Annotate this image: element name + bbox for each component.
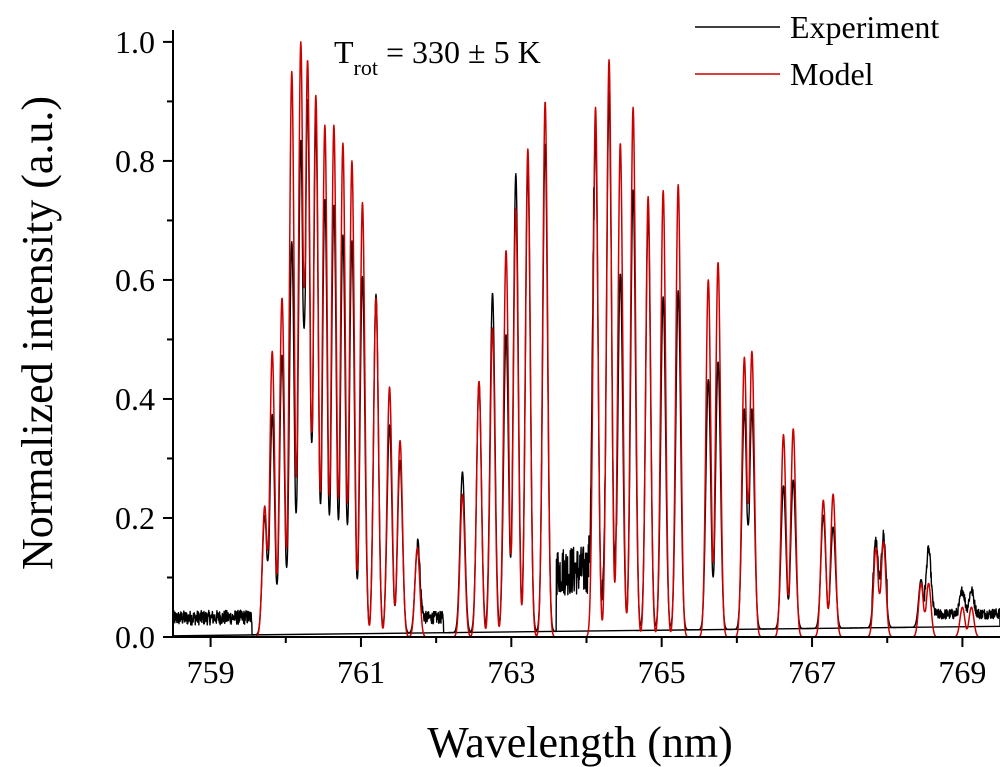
y-tick-label: 0.2: [115, 500, 155, 536]
legend-label-model: Model: [790, 56, 874, 92]
y-tick-label: 0.4: [115, 381, 155, 417]
annotation-main: T: [334, 34, 354, 70]
y-axis-label: Normalized intensity (a.u.): [13, 96, 62, 570]
annotation-sub: rot: [354, 55, 378, 80]
temperature-annotation: Trot = 330 ± 5 K: [334, 34, 541, 80]
y-tick-label: 1.0: [115, 24, 155, 60]
y-tick-label: 0.0: [115, 619, 155, 655]
x-tick-label: 769: [938, 654, 986, 690]
series-line-experiment: [173, 90, 1000, 636]
annotation-rest: = 330 ± 5 K: [378, 34, 541, 70]
x-tick-label: 765: [638, 654, 686, 690]
x-tick-label: 767: [788, 654, 836, 690]
series-line-model: [173, 41, 1000, 637]
y-tick-label: 0.8: [115, 143, 155, 179]
x-tick-label: 759: [187, 654, 235, 690]
ticks-layer: 759 761 763 765 767 769 0.0 0.2 0.4 0.6 0.8 1.0: [115, 24, 986, 690]
x-axis-label: Wavelength (nm): [427, 718, 733, 767]
x-tick-label: 763: [487, 654, 535, 690]
y-tick-label: 0.6: [115, 262, 155, 298]
baseline-line-experiment: [173, 625, 1000, 637]
legend-label-experiment: Experiment: [790, 9, 939, 45]
x-tick-label: 761: [337, 654, 385, 690]
legend: Experiment Model: [695, 9, 939, 92]
series-layer: [173, 41, 1000, 637]
